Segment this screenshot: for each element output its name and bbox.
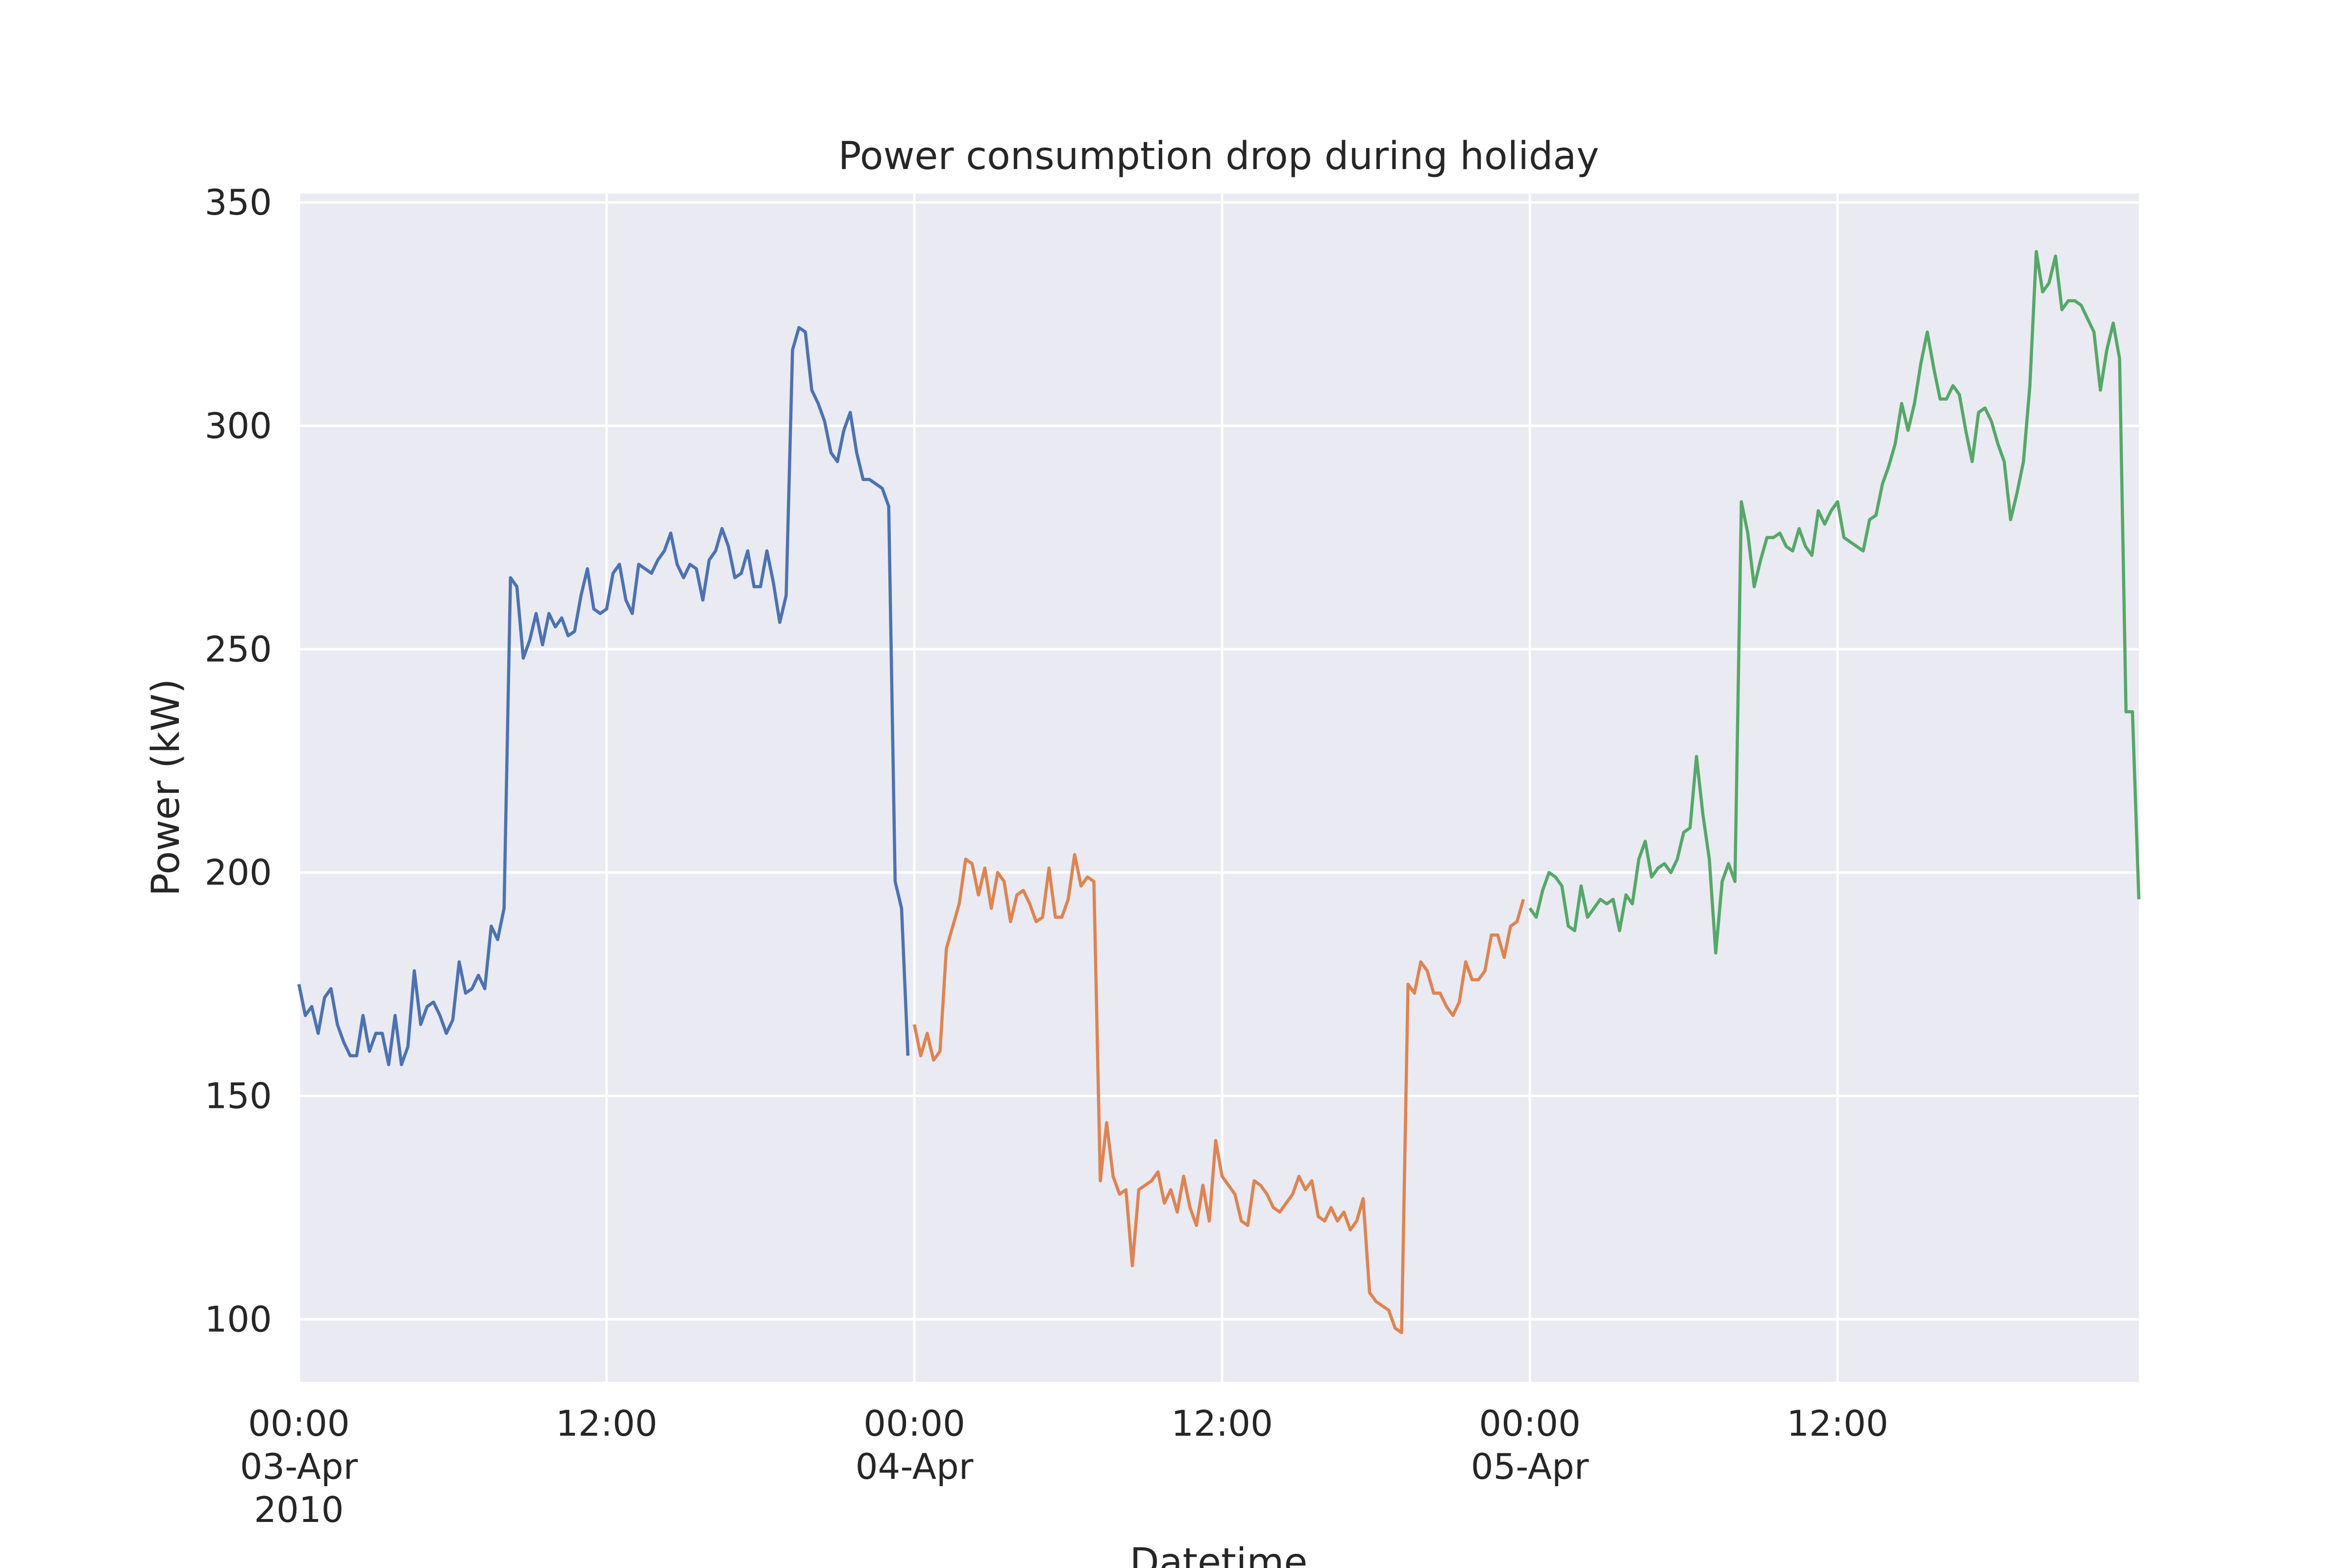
y-axis-label: Power (kW)	[144, 679, 188, 896]
series-lines	[297, 250, 2141, 1334]
y-tick-label: 200	[205, 852, 272, 893]
x-tick-label: 12:00	[556, 1403, 658, 1444]
y-tick-label: 150	[205, 1076, 272, 1117]
y-tick-label: 350	[205, 182, 272, 223]
x-tick-label: 00:00	[863, 1403, 965, 1444]
x-tick-label: 12:00	[1171, 1403, 1273, 1444]
x-tick-label: 00:00	[1479, 1403, 1581, 1444]
plot-area	[299, 194, 2139, 1382]
x-tick-label: 12:00	[1787, 1403, 1888, 1444]
x-tick-label: 03-Apr	[240, 1446, 358, 1487]
x-tick-label: 05-Apr	[1471, 1446, 1589, 1487]
series-line-2	[912, 853, 1525, 1334]
x-tick-label: 00:00	[248, 1403, 350, 1444]
y-tick-label: 100	[205, 1298, 272, 1340]
grid-lines	[297, 194, 2139, 1382]
chart-title: Power consumption drop during holiday	[838, 134, 1599, 178]
y-tick-labels: 100 150 200 250 300 350	[205, 182, 272, 1340]
series-line-3	[1528, 250, 2141, 955]
y-tick-label: 250	[205, 629, 272, 670]
x-tick-label: 2010	[254, 1489, 343, 1530]
series-line-1	[297, 326, 910, 1066]
y-tick-label: 300	[205, 405, 272, 446]
x-tick-label: 04-Apr	[856, 1446, 974, 1487]
x-axis-label: Datetime	[1130, 1541, 1308, 1568]
